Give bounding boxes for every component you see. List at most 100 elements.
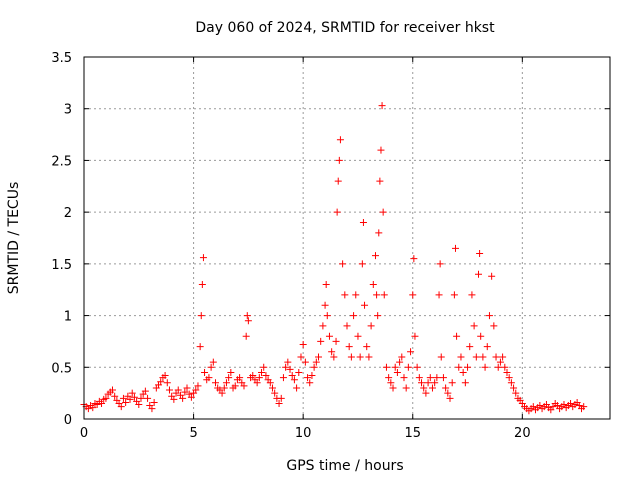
data-point [130, 393, 138, 401]
data-point [442, 384, 450, 392]
data-point [354, 332, 362, 340]
data-point [450, 291, 458, 299]
data-point [243, 312, 251, 320]
data-point [393, 368, 401, 376]
data-point [312, 358, 320, 366]
data-point [510, 384, 518, 392]
data-point [119, 394, 127, 402]
data-point [437, 353, 445, 361]
data-point [197, 312, 205, 320]
data-point [179, 394, 187, 402]
data-point [391, 363, 399, 371]
data-point [398, 353, 406, 361]
data-point [492, 353, 500, 361]
data-point [198, 281, 206, 289]
data-point [367, 322, 375, 330]
y-tick-label: 3.5 [51, 51, 72, 66]
x-tick-label: 0 [80, 426, 88, 441]
data-point [376, 177, 384, 185]
data-point [201, 368, 209, 376]
data-point [325, 332, 333, 340]
data-point [262, 372, 270, 380]
data-point [255, 374, 263, 382]
data-point [466, 343, 474, 351]
data-point [271, 389, 279, 397]
data-point [475, 270, 482, 278]
data-point [336, 136, 344, 144]
data-point [459, 368, 467, 376]
data-point [108, 386, 116, 394]
data-point [455, 363, 463, 371]
data-point [446, 394, 454, 402]
data-point [378, 102, 386, 110]
data-point [332, 337, 340, 345]
data-point [194, 382, 202, 390]
data-point [431, 379, 439, 387]
data-point [389, 384, 397, 392]
data-point [317, 337, 325, 345]
data-point [347, 353, 355, 361]
data-point [310, 363, 318, 371]
data-point [183, 384, 191, 392]
data-point [359, 218, 367, 226]
data-point [490, 322, 498, 330]
data-point [192, 386, 200, 394]
data-point [341, 291, 349, 299]
x-tick-label: 15 [404, 426, 421, 441]
data-point [468, 291, 476, 299]
data-point [328, 348, 336, 356]
data-point [242, 332, 250, 340]
data-point [135, 401, 143, 409]
x-tick-label: 10 [295, 426, 312, 441]
data-point [343, 322, 351, 330]
data-point [98, 399, 106, 407]
data-point [128, 389, 136, 397]
data-point [293, 384, 301, 392]
data-point [163, 379, 171, 387]
data-point [161, 372, 169, 380]
data-point [301, 358, 309, 366]
data-point [411, 332, 419, 340]
data-point [220, 384, 228, 392]
data-point [212, 379, 219, 387]
data-point [148, 405, 156, 413]
data-point [435, 291, 443, 299]
data-point [580, 403, 588, 411]
data-point [410, 255, 418, 263]
data-point [323, 312, 331, 320]
data-point [321, 301, 329, 309]
data-point [290, 376, 298, 384]
data-point [415, 374, 423, 382]
data-point [407, 348, 415, 356]
data-point [426, 374, 434, 382]
y-tick-label: 2 [64, 206, 72, 221]
y-tick-label: 3 [64, 103, 72, 118]
data-point [207, 363, 215, 371]
data-point [345, 343, 353, 351]
data-point [501, 363, 509, 371]
data-point [481, 363, 489, 371]
data-point [141, 387, 149, 395]
data-point [165, 386, 173, 394]
data-point [231, 382, 239, 390]
data-point [496, 358, 504, 366]
data-point [275, 399, 283, 407]
data-point [424, 379, 432, 387]
data-point [315, 353, 323, 361]
data-point [297, 353, 305, 361]
data-point [476, 250, 484, 258]
data-point [479, 353, 487, 361]
data-point [334, 177, 342, 185]
data-point [157, 378, 165, 386]
data-point [299, 341, 307, 349]
data-point [284, 358, 292, 366]
data-point [382, 363, 390, 371]
data-point [439, 374, 447, 382]
data-point [396, 358, 404, 366]
data-point [477, 332, 485, 340]
data-point [461, 379, 469, 387]
data-point [222, 379, 230, 387]
data-point [111, 392, 119, 400]
